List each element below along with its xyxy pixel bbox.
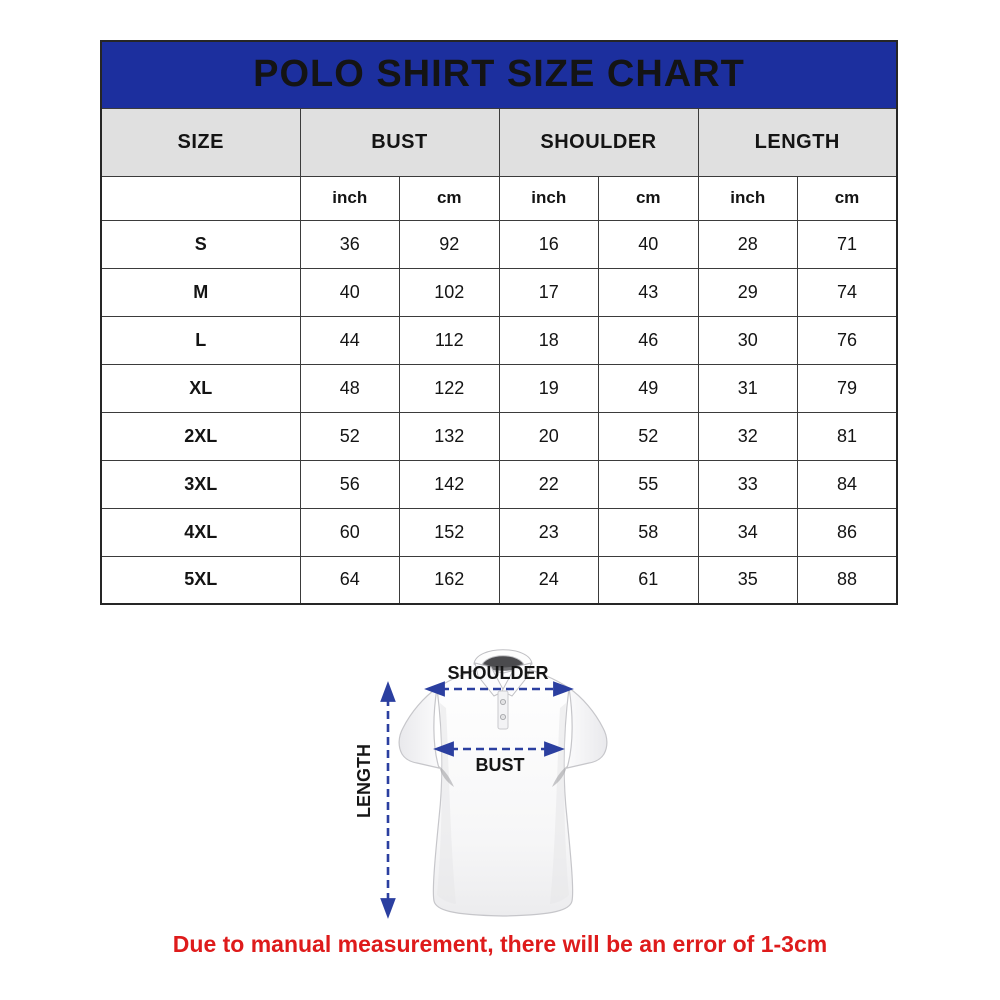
value-cell: 22 xyxy=(498,459,599,509)
value-cell: 43 xyxy=(598,267,699,317)
value-cell: 49 xyxy=(598,363,699,413)
value-cell: 132 xyxy=(399,411,500,461)
value-cell: 64 xyxy=(299,555,400,605)
shirt-body xyxy=(432,667,574,917)
table-row-4xl: 4XL 60 152 23 58 34 86 xyxy=(100,507,898,557)
column-header-bust: BUST xyxy=(299,107,500,177)
polo-shirt-illustration: SHOULDER BUST LENGTH xyxy=(354,649,608,919)
value-cell: 102 xyxy=(399,267,500,317)
unit-cell: inch xyxy=(697,175,798,221)
button xyxy=(499,714,506,721)
value-cell: 19 xyxy=(498,363,599,413)
value-cell: 34 xyxy=(697,507,798,557)
size-cell: S xyxy=(100,219,301,269)
value-cell: 79 xyxy=(797,363,898,413)
value-cell: 112 xyxy=(399,315,500,365)
value-cell: 40 xyxy=(299,267,400,317)
page-title: POLO SHIRT SIZE CHART xyxy=(100,40,898,109)
polo-shirt-diagram: SHOULDER BUST LENGTH xyxy=(340,633,660,935)
size-cell: 4XL xyxy=(100,507,301,557)
column-header-size: SIZE xyxy=(100,107,301,177)
unit-header-row: inch cm inch cm inch cm xyxy=(100,175,898,221)
value-cell: 142 xyxy=(399,459,500,509)
value-cell: 152 xyxy=(399,507,500,557)
value-cell: 28 xyxy=(697,219,798,269)
value-cell: 92 xyxy=(399,219,500,269)
value-cell: 84 xyxy=(797,459,898,509)
table-row-5xl: 5XL 64 162 24 61 35 88 xyxy=(100,555,898,605)
value-cell: 33 xyxy=(697,459,798,509)
table-row-m: M 40 102 17 43 29 74 xyxy=(100,267,898,317)
title-row: POLO SHIRT SIZE CHART xyxy=(100,40,898,109)
unit-cell: cm xyxy=(399,175,500,221)
value-cell: 88 xyxy=(797,555,898,605)
value-cell: 52 xyxy=(299,411,400,461)
value-cell: 86 xyxy=(797,507,898,557)
table-row-xl: XL 48 122 19 49 31 79 xyxy=(100,363,898,413)
value-cell: 61 xyxy=(598,555,699,605)
value-cell: 162 xyxy=(399,555,500,605)
size-cell: XL xyxy=(100,363,301,413)
placket xyxy=(497,690,509,730)
value-cell: 40 xyxy=(598,219,699,269)
value-cell: 52 xyxy=(598,411,699,461)
table-row-s: S 36 92 16 40 28 71 xyxy=(100,219,898,269)
value-cell: 122 xyxy=(399,363,500,413)
unit-cell: inch xyxy=(498,175,599,221)
shirt-right-sleeve xyxy=(566,686,608,769)
table-row-3xl: 3XL 56 142 22 55 33 84 xyxy=(100,459,898,509)
value-cell: 36 xyxy=(299,219,400,269)
measurement-disclaimer: Due to manual measurement, there will be… xyxy=(172,931,828,957)
length-measure-label: LENGTH xyxy=(354,744,374,818)
value-cell: 23 xyxy=(498,507,599,557)
value-cell: 55 xyxy=(598,459,699,509)
value-cell: 32 xyxy=(697,411,798,461)
value-cell: 24 xyxy=(498,555,599,605)
value-cell: 74 xyxy=(797,267,898,317)
armpit-shadow-right xyxy=(552,766,567,787)
button xyxy=(499,699,506,706)
table-row-2xl: 2XL 52 132 20 52 32 81 xyxy=(100,411,898,461)
table-row-l: L 44 112 18 46 30 76 xyxy=(100,315,898,365)
armpit-shadow-left xyxy=(439,766,454,787)
column-header-row: SIZE BUST SHOULDER LENGTH xyxy=(100,107,898,177)
value-cell: 30 xyxy=(697,315,798,365)
size-cell: 3XL xyxy=(100,459,301,509)
value-cell: 58 xyxy=(598,507,699,557)
value-cell: 56 xyxy=(299,459,400,509)
value-cell: 29 xyxy=(697,267,798,317)
value-cell: 76 xyxy=(797,315,898,365)
value-cell: 46 xyxy=(598,315,699,365)
column-header-length: LENGTH xyxy=(697,107,898,177)
unit-cell: inch xyxy=(299,175,400,221)
bust-measure-label: BUST xyxy=(476,755,525,775)
size-chart-table: POLO SHIRT SIZE CHART SIZE BUST SHOULDER… xyxy=(100,40,898,605)
value-cell: 31 xyxy=(697,363,798,413)
value-cell: 18 xyxy=(498,315,599,365)
value-cell: 48 xyxy=(299,363,400,413)
value-cell: 16 xyxy=(498,219,599,269)
unit-cell: cm xyxy=(598,175,699,221)
value-cell: 20 xyxy=(498,411,599,461)
size-cell: L xyxy=(100,315,301,365)
shirt-left-sleeve xyxy=(398,686,440,769)
size-cell: 5XL xyxy=(100,555,301,605)
value-cell: 35 xyxy=(697,555,798,605)
value-cell: 71 xyxy=(797,219,898,269)
size-cell: 2XL xyxy=(100,411,301,461)
size-cell: M xyxy=(100,267,301,317)
neck-opening-inner xyxy=(483,655,523,668)
value-cell: 81 xyxy=(797,411,898,461)
unit-cell-empty xyxy=(100,175,301,221)
unit-cell: cm xyxy=(797,175,898,221)
value-cell: 60 xyxy=(299,507,400,557)
value-cell: 44 xyxy=(299,315,400,365)
shoulder-measure-label: SHOULDER xyxy=(447,663,548,683)
column-header-shoulder: SHOULDER xyxy=(498,107,699,177)
value-cell: 17 xyxy=(498,267,599,317)
